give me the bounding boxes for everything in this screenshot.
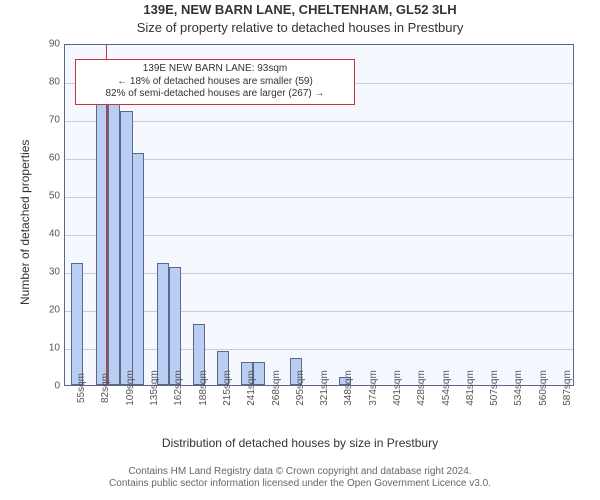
y-tick: 90 (49, 39, 60, 50)
annotation-line: ← 18% of detached houses are smaller (59… (82, 76, 348, 89)
histogram-bar (120, 111, 132, 385)
y-tick: 30 (49, 267, 60, 278)
histogram-bar (157, 263, 169, 385)
y-tick: 70 (49, 115, 60, 126)
x-tick: 135sqm (149, 370, 160, 406)
histogram-bar (108, 96, 120, 385)
annotation-line: 139E NEW BARN LANE: 93sqm (82, 63, 348, 76)
x-tick: 587sqm (562, 370, 573, 406)
annotation-box: 139E NEW BARN LANE: 93sqm← 18% of detach… (75, 59, 355, 105)
x-tick: 534sqm (513, 370, 524, 406)
subtitle: Size of property relative to detached ho… (0, 20, 600, 35)
histogram-bar (169, 267, 181, 385)
y-tick: 50 (49, 191, 60, 202)
x-tick-labels: 55sqm82sqm109sqm135sqm162sqm188sqm215sqm… (64, 386, 574, 436)
x-tick: 481sqm (465, 370, 476, 406)
x-tick: 321sqm (319, 370, 330, 406)
x-tick: 374sqm (368, 370, 379, 406)
y-tick: 40 (49, 229, 60, 240)
y-tick-labels: 0102030405060708090 (0, 44, 64, 386)
copyright-line-1: Contains HM Land Registry data © Crown c… (128, 466, 471, 477)
copyright-line-2: Contains public sector information licen… (109, 478, 491, 489)
x-tick: 560sqm (538, 370, 549, 406)
x-tick: 454sqm (441, 370, 452, 406)
x-tick: 268sqm (271, 370, 282, 406)
x-tick: 215sqm (222, 370, 233, 406)
x-tick: 55sqm (76, 373, 87, 403)
y-tick: 10 (49, 343, 60, 354)
x-tick: 82sqm (100, 373, 111, 403)
x-tick: 507sqm (489, 370, 500, 406)
copyright: Contains HM Land Registry data © Crown c… (0, 466, 600, 489)
histogram-plot: 139E NEW BARN LANE: 93sqm← 18% of detach… (64, 44, 574, 386)
y-tick: 80 (49, 77, 60, 88)
histogram-bar (132, 153, 144, 385)
x-tick: 295sqm (295, 370, 306, 406)
page-title: 139E, NEW BARN LANE, CHELTENHAM, GL52 3L… (0, 2, 600, 17)
histogram-bar (71, 263, 83, 385)
x-tick: 428sqm (416, 370, 427, 406)
x-tick: 241sqm (246, 370, 257, 406)
y-tick: 0 (54, 381, 60, 392)
gridline (65, 121, 573, 122)
x-tick: 162sqm (173, 370, 184, 406)
x-tick: 348sqm (343, 370, 354, 406)
y-tick: 60 (49, 153, 60, 164)
annotation-line: 82% of semi-detached houses are larger (… (82, 88, 348, 101)
y-tick: 20 (49, 305, 60, 316)
x-tick: 109sqm (125, 370, 136, 406)
x-axis-label: Distribution of detached houses by size … (0, 436, 600, 450)
x-tick: 188sqm (198, 370, 209, 406)
x-tick: 401sqm (392, 370, 403, 406)
